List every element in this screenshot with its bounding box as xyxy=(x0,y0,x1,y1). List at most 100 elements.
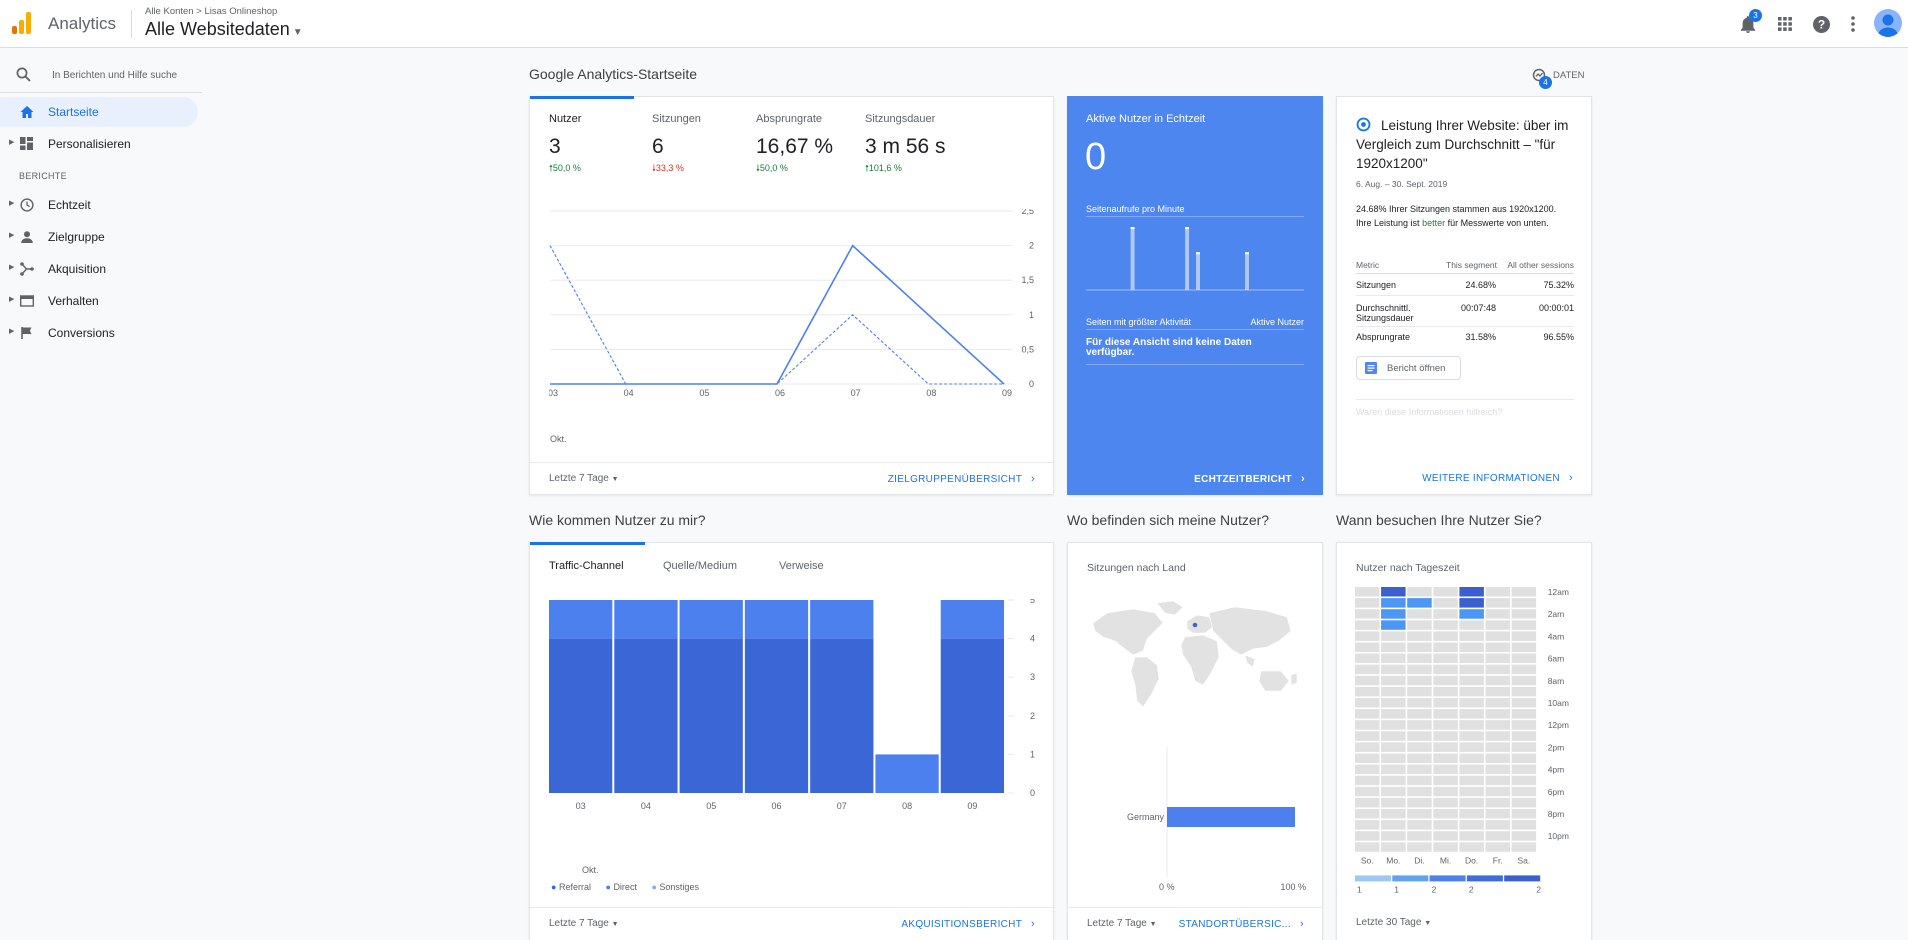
tab-referrals[interactable]: Verweise xyxy=(779,560,824,572)
heatmap-cell xyxy=(1511,598,1537,608)
data-badge: 4 xyxy=(1539,76,1552,89)
heatmap-cell xyxy=(1485,786,1510,797)
help-icon[interactable]: ? xyxy=(1809,12,1833,36)
location-overview-link[interactable]: STANDORTÜBERSIC... › xyxy=(1179,918,1304,930)
heatmap-cell xyxy=(1511,609,1537,619)
geo-section-title: Wo befinden sich meine Nutzer? xyxy=(1067,512,1270,528)
sidebar-item-customize[interactable]: ▶ Personalisieren xyxy=(0,129,198,159)
expand-arrow-icon[interactable]: ▶ xyxy=(9,232,15,239)
heatmap-cell xyxy=(1433,686,1458,697)
day-label: Di. xyxy=(1414,855,1424,865)
sidebar-item-conversions[interactable]: ▶ Conversions xyxy=(0,318,198,348)
active-users-count: 0 xyxy=(1085,136,1107,178)
report-search[interactable]: In Berichten und Hilfe suche xyxy=(0,59,202,93)
apps-icon[interactable] xyxy=(1773,12,1797,36)
more-vert-icon[interactable] xyxy=(1841,12,1865,36)
y-tick-label: 1 xyxy=(1030,749,1035,759)
heatmap-cell xyxy=(1433,786,1458,797)
x-axis-month: Okt. xyxy=(550,434,567,444)
view-selector[interactable]: Alle Websitedaten ▼ xyxy=(145,19,303,40)
heatmap-cell xyxy=(1355,797,1380,808)
date-range-dropdown[interactable]: Letzte 7 Tage ▼ xyxy=(549,918,619,929)
tab-source-medium[interactable]: Quelle/Medium xyxy=(663,560,737,572)
heatmap-cell xyxy=(1459,775,1484,786)
heatmap-cell xyxy=(1459,653,1484,664)
expand-arrow-icon[interactable]: ▶ xyxy=(9,296,15,303)
chevron-right-icon: › xyxy=(1301,473,1305,485)
legend-value: 2 xyxy=(1536,884,1541,894)
heatmap-cell xyxy=(1485,664,1510,675)
bar-referral xyxy=(679,638,743,793)
heatmap-cell xyxy=(1355,598,1380,608)
expand-arrow-icon[interactable]: ▶ xyxy=(9,264,15,271)
heatmap-cell xyxy=(1433,609,1458,619)
axis-min-label: 0 % xyxy=(1159,882,1175,892)
date-range-label: Letzte 30 Tage xyxy=(1356,917,1422,928)
expand-arrow-icon[interactable]: ▶ xyxy=(9,139,15,146)
metric-change-value: 101,6 % xyxy=(868,163,902,173)
heatmap-cell xyxy=(1459,731,1484,741)
expand-arrow-icon[interactable]: ▶ xyxy=(9,200,15,207)
breadcrumb-property[interactable]: Lisas Onlineshop xyxy=(204,6,278,17)
heatmap-cell xyxy=(1459,609,1484,619)
sidebar-item-behavior[interactable]: ▶ Verhalten xyxy=(0,286,198,316)
heatmap-cell xyxy=(1433,642,1458,652)
table-row: Durchschnittl. Sitzungsdauer 00:07:48 00… xyxy=(1356,303,1574,325)
more-info-link[interactable]: WEITERE INFORMATIONEN › xyxy=(1422,472,1573,484)
link-label: ZIELGRUPPENÜBERSICHT xyxy=(887,474,1022,485)
report-icon xyxy=(1365,362,1377,374)
breadcrumb-account[interactable]: Alle Konten xyxy=(145,6,194,17)
metric-value: 3 m 56 s xyxy=(865,135,946,158)
analytics-logo[interactable] xyxy=(12,12,34,34)
sidebar-item-audience[interactable]: ▶ Zielgruppe xyxy=(0,222,198,252)
heatmap-cell xyxy=(1355,809,1380,819)
insight-card: Leistung Ihrer Website: über im Vergleic… xyxy=(1336,96,1592,495)
world-map[interactable] xyxy=(1085,601,1307,711)
date-range-dropdown[interactable]: Letzte 7 Tage ▼ xyxy=(549,473,619,484)
heatmap-cell xyxy=(1381,797,1406,808)
heatmap-cell xyxy=(1381,675,1406,686)
feedback-question[interactable]: Waren diese Informationen hilfreich? xyxy=(1356,407,1503,417)
sidebar-item-acquisition[interactable]: ▶ Akquisition xyxy=(0,254,198,284)
heatmap-cell xyxy=(1381,720,1406,730)
divider xyxy=(1086,216,1304,217)
reports-section-header: BERICHTE xyxy=(19,171,67,181)
sidebar-item-label: Echtzeit xyxy=(48,198,91,212)
audience-overview-link[interactable]: ZIELGRUPPENÜBERSICHT › xyxy=(888,473,1035,485)
realtime-report-link[interactable]: ECHTZEITBERICHT › xyxy=(1194,473,1305,485)
data-button[interactable]: 4 DATEN xyxy=(1532,68,1592,89)
heatmap-cell xyxy=(1511,653,1537,664)
table-row: Sitzungen 24.68% 75.32% xyxy=(1356,280,1574,294)
page-title: Google Analytics-Startseite xyxy=(529,66,698,82)
heatmap-cell xyxy=(1407,653,1432,664)
heatmap-cell xyxy=(1381,642,1406,652)
metric-tab-session-duration[interactable]: Sitzungsdauer xyxy=(865,113,936,125)
y-tick-label: 3 xyxy=(1030,672,1035,682)
heatmap-cell xyxy=(1355,653,1380,664)
x-tick-label: 06 xyxy=(775,388,785,398)
heatmap-cell xyxy=(1485,653,1510,664)
dashboard-icon xyxy=(20,137,34,151)
heatmap-cell xyxy=(1485,698,1510,708)
date-range-dropdown[interactable]: Letzte 30 Tage ▼ xyxy=(1356,917,1431,928)
heatmap-cell xyxy=(1407,764,1432,775)
sidebar-item-realtime[interactable]: ▶ Echtzeit xyxy=(0,190,198,220)
open-report-button[interactable]: Bericht öffnen xyxy=(1356,356,1461,380)
heatmap-cell xyxy=(1407,698,1432,708)
acquisition-report-link[interactable]: AKQUISITIONSBERICHT › xyxy=(901,918,1035,930)
breadcrumb[interactable]: Alle Konten > Lisas Onlineshop xyxy=(145,6,277,17)
sidebar-item-home[interactable]: Startseite xyxy=(0,97,198,127)
date-range-dropdown[interactable]: Letzte 7 Tage ▼ xyxy=(1087,918,1157,929)
heatmap-cell xyxy=(1407,598,1432,608)
expand-arrow-icon[interactable]: ▶ xyxy=(9,328,15,335)
pageview-bar xyxy=(1185,227,1190,290)
metric-tab-users[interactable]: Nutzer xyxy=(549,113,582,125)
tab-traffic-channel[interactable]: Traffic-Channel xyxy=(549,560,624,572)
y-tick-label: 1,5 xyxy=(1021,275,1034,285)
notifications-icon[interactable]: 3 xyxy=(1736,9,1762,36)
account-avatar[interactable] xyxy=(1874,9,1902,37)
metric-tab-bounce-rate[interactable]: Absprungrate xyxy=(756,113,823,125)
bar-referral xyxy=(614,638,678,793)
metric-tab-sessions[interactable]: Sitzungen xyxy=(652,113,701,125)
column-segment: This segment xyxy=(1446,260,1498,270)
